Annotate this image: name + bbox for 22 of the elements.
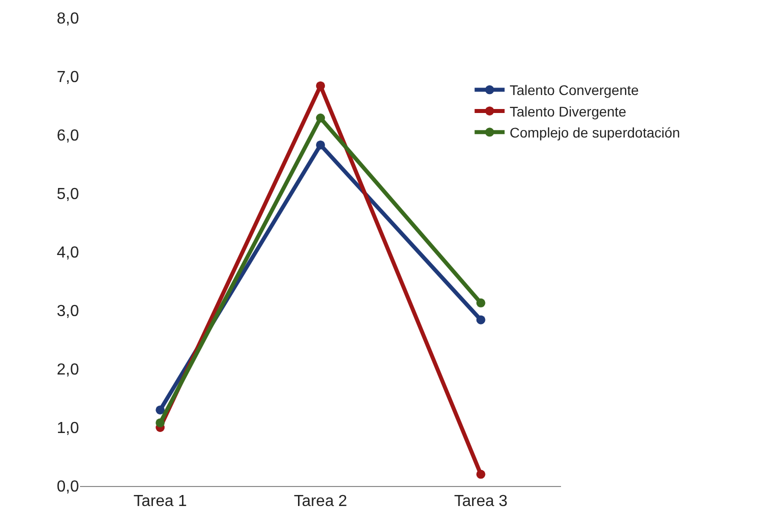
y-tick-label: 2,0 [56,362,80,379]
y-tick-label: 4,0 [56,244,80,262]
y-tick-label: 1,0 [56,420,80,438]
y-tick-label: 5,0 [56,186,80,204]
legend-label: Talento Convergente [510,82,640,98]
point [316,140,325,150]
y-tick-label: 8,0 [56,10,80,28]
x-tick-label: Tarea 1 [133,493,187,510]
point [316,114,325,123]
y-tick-label: 0,0 [56,478,80,496]
x-tick-label: Tarea 3 [454,493,508,510]
point [156,418,165,428]
point [476,298,486,308]
x-tick-label: Tarea 2 [294,493,348,510]
y-tick-label: 3,0 [56,303,80,320]
legend-label: Talento Divergente [510,103,627,120]
point [156,405,165,414]
legend-label: Complejo de superdotación [510,124,680,141]
y-tick-label: 6,0 [56,128,80,145]
point [476,315,486,324]
y-tick-label: 7,0 [56,69,80,86]
point [476,470,486,479]
